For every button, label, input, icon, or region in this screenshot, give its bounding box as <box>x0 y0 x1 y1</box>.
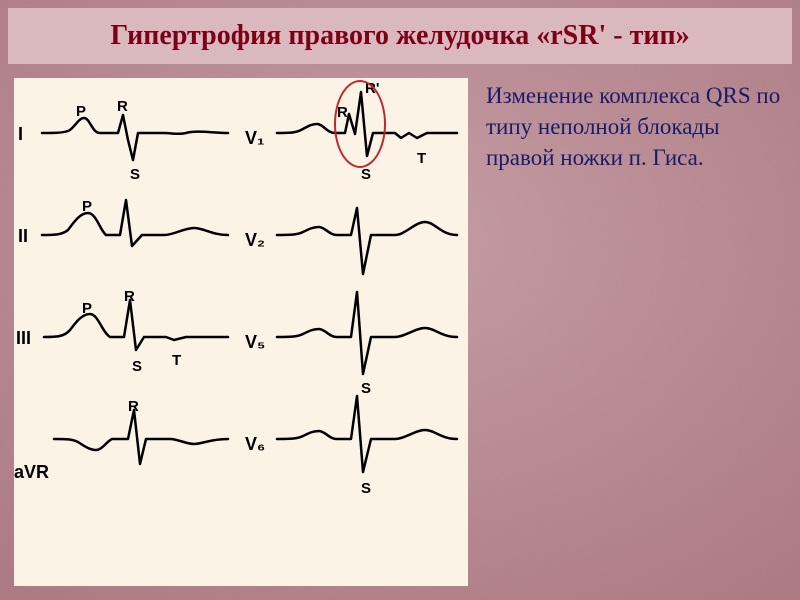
ecg-trace <box>241 384 468 486</box>
ecg-lead-II: II P <box>14 180 241 282</box>
slide-title: Гипертрофия правого желудочка «rSR' - ти… <box>110 20 689 52</box>
lead-label: aVR <box>14 462 49 483</box>
ecg-lead-V5: V₅S <box>241 282 468 384</box>
ecg-figure-panel: IPRSIIPIIIPRSTaVRRV₁RR'STV₂V₅SV₆S <box>14 78 468 586</box>
lead-label: V₁ <box>245 128 264 149</box>
wave-annotation: R <box>337 104 348 121</box>
wave-annotation: R <box>124 288 135 305</box>
wave-annotation: S <box>132 358 142 375</box>
lead-label: II <box>18 226 28 247</box>
wave-annotation: S <box>130 166 140 183</box>
ecg-lead-V6: V₆S <box>241 384 468 486</box>
lead-label: I <box>18 124 23 145</box>
ecg-trace <box>241 282 468 384</box>
wave-annotation: S <box>361 380 371 397</box>
wave-annotation: P <box>82 198 92 215</box>
ecg-lead-III: III P R S T <box>14 282 241 384</box>
wave-annotation: R' <box>365 80 379 97</box>
title-band: Гипертрофия правого желудочка «rSR' - ти… <box>8 8 792 64</box>
ecg-lead-I: I P R S <box>14 78 241 180</box>
wave-annotation: P <box>82 300 92 317</box>
lead-label: V₂ <box>245 230 265 251</box>
wave-annotation: S <box>361 166 371 183</box>
wave-annotation: T <box>172 352 181 369</box>
lead-label: III <box>16 328 31 349</box>
ecg-lead-V2: V₂ <box>241 180 468 282</box>
wave-annotation: R <box>128 398 139 415</box>
wave-annotation: T <box>417 150 426 167</box>
description-text: Изменение комплекса QRS по типу неполной… <box>486 80 782 173</box>
wave-annotation: S <box>361 480 371 497</box>
ecg-trace <box>14 180 241 282</box>
ecg-lead-aVR: aVR R <box>14 384 241 486</box>
wave-annotation: P <box>76 103 86 120</box>
ecg-trace <box>241 78 468 180</box>
ecg-trace <box>14 78 241 180</box>
lead-label: V₆ <box>245 434 265 455</box>
wave-annotation: R <box>117 98 128 115</box>
lead-label: V₅ <box>245 332 265 353</box>
slide-root: Гипертрофия правого желудочка «rSR' - ти… <box>0 0 800 600</box>
ecg-trace <box>241 180 468 282</box>
ecg-lead-V1: V₁ R R' S T <box>241 78 468 180</box>
